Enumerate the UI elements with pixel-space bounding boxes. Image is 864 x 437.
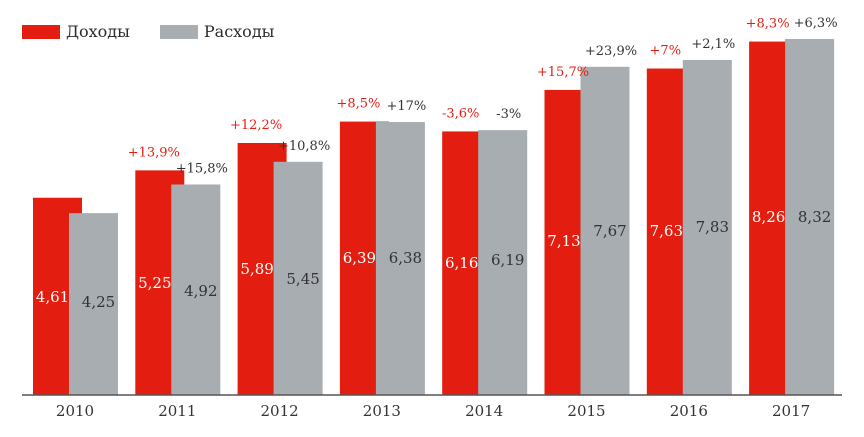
change-label-income-2011: +13,9% bbox=[128, 145, 180, 160]
value-label-expense-2016: 7,83 bbox=[696, 218, 729, 236]
change-label-expense-2016: +2,1% bbox=[691, 37, 735, 52]
x-tick-label-2012: 2012 bbox=[261, 402, 299, 420]
change-label-income-2017: +8,3% bbox=[746, 17, 790, 32]
value-label-expense-2014: 6,19 bbox=[491, 251, 524, 269]
value-label-expense-2017: 8,32 bbox=[798, 208, 831, 226]
bar-expense-2012 bbox=[273, 161, 323, 395]
change-label-income-2012: +12,2% bbox=[230, 118, 282, 133]
value-label-income-2014: 6,16 bbox=[445, 254, 478, 272]
value-label-expense-2010: 4,25 bbox=[82, 293, 115, 311]
bar-expense-2015 bbox=[580, 66, 630, 395]
bar-expense-2017 bbox=[785, 39, 835, 395]
legend-label-income: Доходы bbox=[66, 22, 130, 41]
change-label-expense-2013: +17% bbox=[387, 99, 427, 114]
change-label-expense-2012: +10,8% bbox=[278, 139, 330, 154]
value-label-income-2010: 4,61 bbox=[36, 288, 69, 306]
legend: Доходы Расходы bbox=[22, 22, 304, 41]
value-label-income-2013: 6,39 bbox=[343, 249, 376, 267]
x-tick-label-2011: 2011 bbox=[158, 402, 196, 420]
x-tick-label-2016: 2016 bbox=[670, 402, 708, 420]
value-label-expense-2012: 5,45 bbox=[286, 270, 319, 288]
legend-item-expense: Расходы bbox=[159, 22, 275, 41]
bar-expense-2014 bbox=[478, 130, 528, 396]
value-label-income-2015: 7,13 bbox=[547, 232, 580, 250]
x-tick-label-2014: 2014 bbox=[465, 402, 503, 420]
change-label-expense-2015: +23,9% bbox=[585, 44, 637, 59]
bar-expense-2011 bbox=[171, 184, 221, 395]
change-label-expense-2017: +6,3% bbox=[794, 16, 838, 31]
bar-expense-2013 bbox=[375, 122, 425, 395]
bar-expense-2016 bbox=[682, 59, 732, 396]
value-label-income-2011: 5,25 bbox=[138, 274, 171, 292]
change-label-expense-2014: -3% bbox=[496, 107, 521, 122]
x-tick-label-2017: 2017 bbox=[772, 402, 810, 420]
bar-expense-2010 bbox=[69, 213, 118, 395]
value-label-income-2012: 5,89 bbox=[240, 260, 273, 278]
value-label-expense-2013: 6,38 bbox=[389, 249, 422, 267]
legend-swatch-expense bbox=[159, 24, 198, 39]
legend-swatch-income bbox=[22, 24, 60, 39]
change-label-income-2015: +15,7% bbox=[537, 65, 589, 80]
x-tick-label-2015: 2015 bbox=[567, 402, 605, 420]
value-label-expense-2011: 4,92 bbox=[184, 282, 217, 300]
legend-label-expense: Расходы bbox=[203, 22, 275, 41]
x-tick-label-2013: 2013 bbox=[363, 402, 401, 420]
change-label-income-2016: +7% bbox=[650, 44, 682, 59]
change-label-income-2014: -3,6% bbox=[442, 106, 479, 121]
value-label-expense-2015: 7,67 bbox=[593, 222, 626, 240]
x-tick-label-2010: 2010 bbox=[56, 402, 94, 420]
change-label-expense-2011: +15,8% bbox=[176, 161, 228, 176]
change-label-income-2013: +8,5% bbox=[336, 97, 380, 112]
value-label-income-2016: 7,63 bbox=[650, 222, 683, 240]
legend-item-income: Доходы bbox=[22, 22, 130, 41]
value-label-income-2017: 8,26 bbox=[752, 208, 785, 226]
